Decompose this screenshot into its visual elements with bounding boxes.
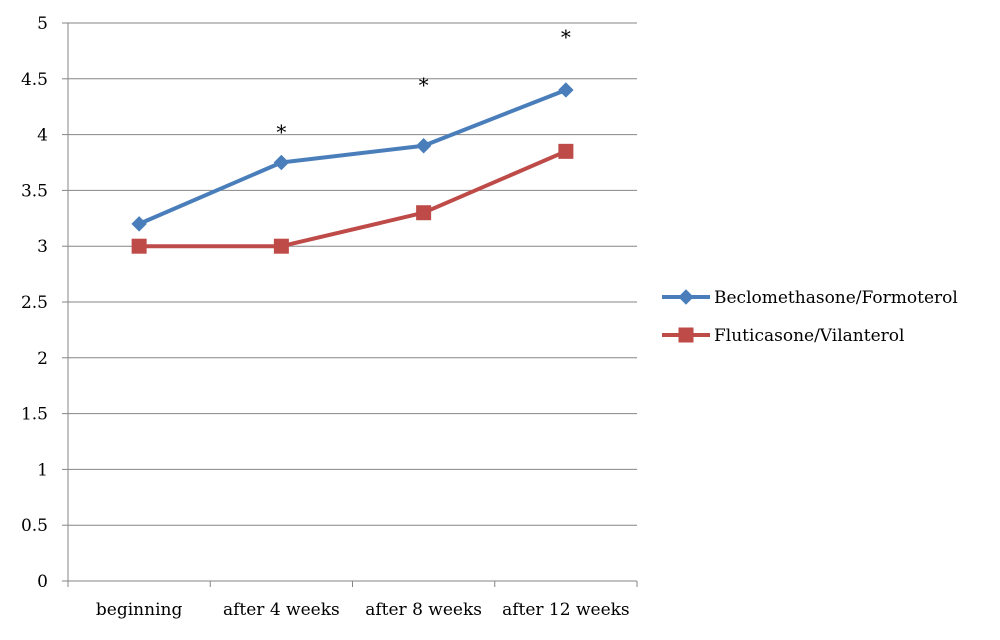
y-tick-label: 5 (37, 14, 48, 34)
gridlines (68, 22, 637, 526)
significance-asterisk: * (561, 25, 571, 49)
significance-asterisk: * (419, 73, 429, 97)
y-tick-label: 2.5 (21, 293, 48, 313)
legend-label: Fluticasone/Vilanterol (714, 326, 904, 346)
square-marker (273, 238, 289, 254)
x-tick-label: after 4 weeks (223, 600, 340, 620)
y-tick-label: 1 (37, 460, 48, 480)
diamond-marker (558, 82, 574, 98)
square-marker (131, 238, 147, 254)
series-line-1 (137, 149, 568, 249)
diamond-marker (273, 154, 290, 171)
square-marker (558, 143, 574, 159)
y-tick-label: 3 (37, 237, 48, 257)
x-tick-label: beginning (96, 600, 183, 620)
y-tick-label: 2 (37, 349, 48, 369)
x-tick-label: after 8 weeks (365, 600, 482, 620)
significance-asterisk: * (276, 120, 286, 144)
square-marker (416, 205, 432, 221)
y-tick-label: 0 (37, 572, 48, 592)
y-tick-label: 3.5 (21, 181, 48, 201)
y-tick-label: 4 (37, 126, 48, 146)
annotations: * * * (276, 25, 571, 144)
diamond-marker (415, 138, 432, 154)
diamond-marker (678, 289, 694, 305)
series-line-0 (137, 87, 568, 226)
diamond-marker (131, 216, 147, 232)
y-tick-label: 4.5 (21, 70, 48, 90)
series-lines (131, 82, 574, 254)
axes: 0 0.5 1 1.5 2 2.5 3 3.5 4 4.5 5 beginning after 4 we… (21, 14, 638, 620)
x-tick-label: after 12 weeks (502, 600, 630, 620)
legend: Beclomethasone/Formoterol Fluticasone/Vil… (662, 288, 958, 346)
square-marker (678, 327, 694, 343)
legend-label: Beclomethasone/Formoterol (714, 288, 958, 308)
y-tick-label: 1.5 (21, 405, 48, 425)
y-tick-label: 0.5 (21, 516, 48, 536)
